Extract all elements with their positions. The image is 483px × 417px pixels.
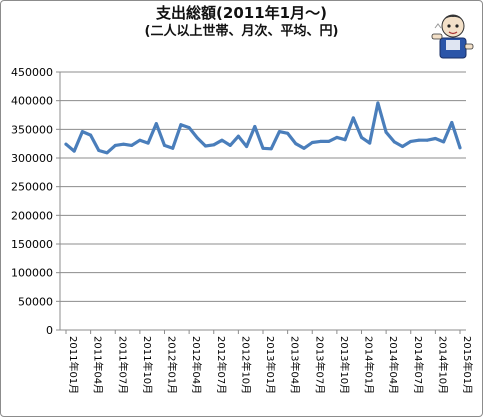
data-point: [97, 149, 101, 152]
data-point: [204, 144, 207, 148]
data-point: [343, 138, 347, 142]
y-tick-label: 300000: [11, 152, 53, 165]
axes: [59, 72, 466, 331]
series-layer: [64, 101, 462, 155]
x-tick-label: 2013年10月: [338, 336, 351, 394]
chart-title: 支出総額(2011年1月～): [156, 4, 327, 22]
data-point: [310, 141, 314, 144]
data-point: [302, 146, 306, 150]
data-point: [351, 116, 355, 120]
data-point: [187, 126, 191, 130]
series-line: [64, 101, 462, 155]
x-tick-label: 2011年04月: [92, 336, 105, 394]
x-tick-label: 2014年10月: [436, 336, 449, 394]
data-point: [368, 141, 372, 145]
data-point: [376, 101, 380, 105]
data-point: [261, 146, 265, 150]
y-tick-label: 0: [46, 324, 53, 337]
x-tick-label: 2011年07月: [116, 336, 129, 394]
x-tick-label: 2012年10月: [239, 336, 252, 394]
data-point: [433, 137, 437, 140]
x-tick-label: 2013年07月: [313, 336, 326, 394]
x-tick-label: 2015年01月: [461, 336, 474, 394]
data-point: [195, 136, 199, 140]
data-point: [236, 134, 240, 138]
chart-subtitle: (二人以上世帯、月次、平均、円): [144, 24, 339, 39]
data-point: [458, 146, 462, 150]
data-point: [384, 130, 388, 134]
y-tick-label: 450000: [11, 66, 53, 79]
data-point: [319, 139, 322, 143]
x-tick-label: 2012年01月: [166, 336, 179, 394]
data-point: [228, 143, 232, 147]
data-point: [212, 143, 216, 147]
data-point: [113, 143, 117, 147]
data-point: [130, 143, 134, 147]
x-tick-label: 2014年04月: [387, 336, 400, 394]
data-point: [425, 138, 429, 142]
data-point: [294, 142, 298, 146]
x-tick-label: 2013年01月: [264, 336, 277, 394]
data-point: [392, 140, 396, 144]
y-tick-label: 350000: [11, 123, 53, 136]
data-point: [163, 143, 166, 147]
data-point: [269, 147, 273, 151]
mascot-illustration: [431, 14, 474, 59]
y-axis-ticks: 0 50000 100000 150000 200000 250000 300000 3500…: [11, 66, 60, 337]
x-tick-label: 2014年07月: [412, 336, 425, 394]
data-point: [335, 135, 339, 139]
data-point: [409, 139, 413, 143]
y-tick-label: 200000: [11, 209, 53, 222]
data-point: [450, 121, 454, 124]
x-tick-label: 2011年01月: [67, 336, 80, 394]
grid-lines: [60, 71, 466, 302]
x-tick-label: 2013年04月: [289, 336, 302, 394]
data-point: [122, 142, 125, 146]
data-point: [80, 130, 84, 134]
data-point: [245, 145, 249, 148]
data-point: [154, 122, 158, 126]
data-point: [360, 135, 363, 139]
y-tick-label: 50000: [18, 295, 53, 308]
data-point: [72, 149, 76, 153]
y-tick-label: 150000: [11, 238, 53, 251]
y-tick-label: 250000: [11, 181, 53, 194]
data-point: [286, 131, 290, 135]
data-point: [179, 123, 183, 127]
data-point: [171, 146, 175, 150]
data-point: [442, 140, 446, 144]
data-point: [253, 125, 257, 128]
data-point: [327, 139, 331, 143]
x-axis-ticks: 2011年01月 2011年04月 2011年07月 2011年10月 2012年01月…: [65, 330, 474, 394]
x-tick-label: 2012年07月: [215, 336, 228, 394]
x-tick-label: 2014年01月: [363, 336, 376, 394]
data-point: [277, 130, 281, 134]
data-point: [89, 133, 93, 137]
x-tick-label: 2011年10月: [141, 336, 154, 394]
data-point: [417, 138, 421, 142]
data-point: [401, 145, 404, 148]
data-point: [146, 141, 150, 145]
data-point: [138, 138, 142, 142]
data-point: [220, 138, 224, 142]
data-point: [105, 151, 109, 155]
y-tick-label: 100000: [11, 267, 53, 280]
y-tick-label: 400000: [11, 95, 53, 108]
x-tick-label: 2012年04月: [190, 336, 203, 394]
chart-title-block: 支出総額(2011年1月～) (二人以上世帯、月次、平均、円): [0, 4, 483, 41]
data-point: [64, 142, 68, 146]
